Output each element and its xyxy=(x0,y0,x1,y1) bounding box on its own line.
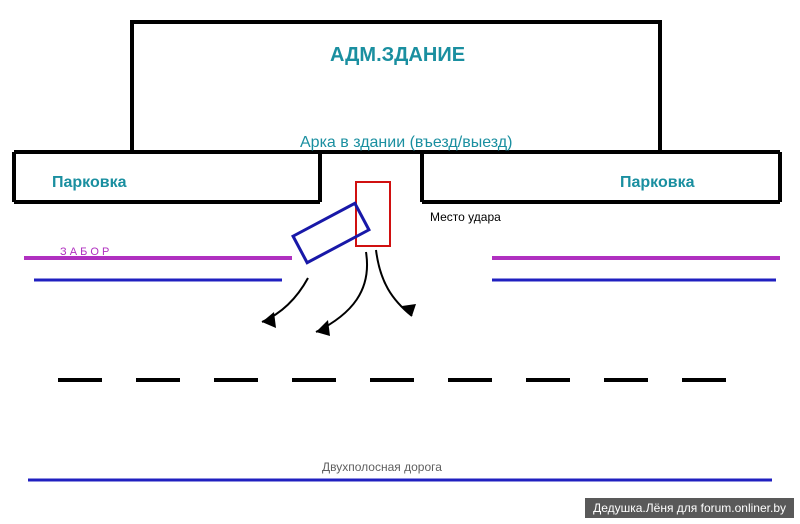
watermark: Дедушка.Лёня для forum.onliner.by xyxy=(585,498,794,518)
lane-dash xyxy=(58,378,102,382)
car-blue xyxy=(293,203,369,262)
lane-dash xyxy=(682,378,726,382)
building-outline xyxy=(132,22,660,152)
fence-label: З А Б О Р xyxy=(60,246,109,258)
arrow-2 xyxy=(316,252,367,332)
building-title: АДМ.ЗДАНИЕ xyxy=(330,44,465,67)
lane-dash xyxy=(448,378,492,382)
diagram-stage: АДМ.ЗДАНИЕ Арка в здании (въезд/выезд) П… xyxy=(0,0,800,524)
parking-right-label: Парковка xyxy=(620,174,694,192)
lane-dash xyxy=(526,378,570,382)
lane-dash xyxy=(370,378,414,382)
arrow-3 xyxy=(262,278,308,322)
parking-left-label: Парковка xyxy=(52,174,126,192)
lane-dash xyxy=(292,378,336,382)
road-label: Двухполосная дорога xyxy=(322,460,442,474)
impact-label: Место удара xyxy=(430,210,501,224)
lane-dash xyxy=(604,378,648,382)
arrow-2-head xyxy=(316,320,330,336)
lane-dash xyxy=(136,378,180,382)
lane-dash xyxy=(214,378,258,382)
diagram-svg xyxy=(0,0,800,524)
arch-label: Арка в здании (въезд/выезд) xyxy=(300,134,512,152)
